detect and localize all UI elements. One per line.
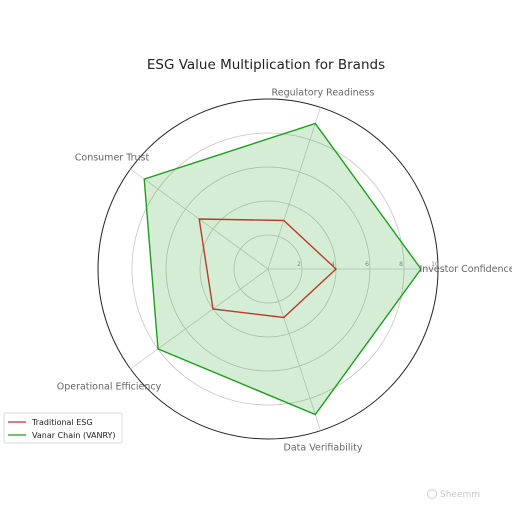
- r-tick-label: 8: [399, 261, 403, 268]
- legend: Traditional ESG Vanar Chain (VANRY): [3, 412, 123, 444]
- axis-label-investor-confidence: Investor Confidence: [419, 264, 512, 275]
- legend-label-traditional-esg: Traditional ESG: [31, 418, 93, 427]
- legend-box: [3, 412, 123, 444]
- grid-layer: 2 4 6 8 10: [97, 98, 439, 440]
- axis-spoke: [130, 268, 269, 370]
- axis-label-layer: Investor Confidence Regulatory Readiness C…: [57, 88, 512, 454]
- r-tick-label: 6: [365, 261, 369, 268]
- axis-label-regulatory-readiness: Regulatory Readiness: [272, 88, 375, 99]
- chart-title: ESG Value Multiplication for Brands: [147, 57, 385, 73]
- axis-label-operational-efficiency: Operational Efficiency: [57, 382, 162, 393]
- watermark-text: Sheemm: [440, 490, 480, 500]
- r-tick-label: 4: [331, 261, 335, 268]
- watermark: Sheemm: [427, 489, 480, 500]
- series-layer: [143, 122, 422, 416]
- axis-spoke: [267, 107, 321, 270]
- watermark-icon: [427, 489, 437, 499]
- r-tick-label: 10: [431, 261, 439, 268]
- series-polygon-traditional-esg: [198, 218, 338, 319]
- series-polygon-vanar-chain: [143, 122, 422, 416]
- axis-label-data-verifiability: Data Verifiability: [284, 442, 363, 453]
- axis-spoke: [267, 268, 321, 431]
- legend-label-vanar-chain: Vanar Chain (VANRY): [32, 431, 116, 440]
- r-tick-label: 2: [297, 261, 301, 268]
- axis-label-consumer-trust: Consumer Trust: [75, 152, 150, 163]
